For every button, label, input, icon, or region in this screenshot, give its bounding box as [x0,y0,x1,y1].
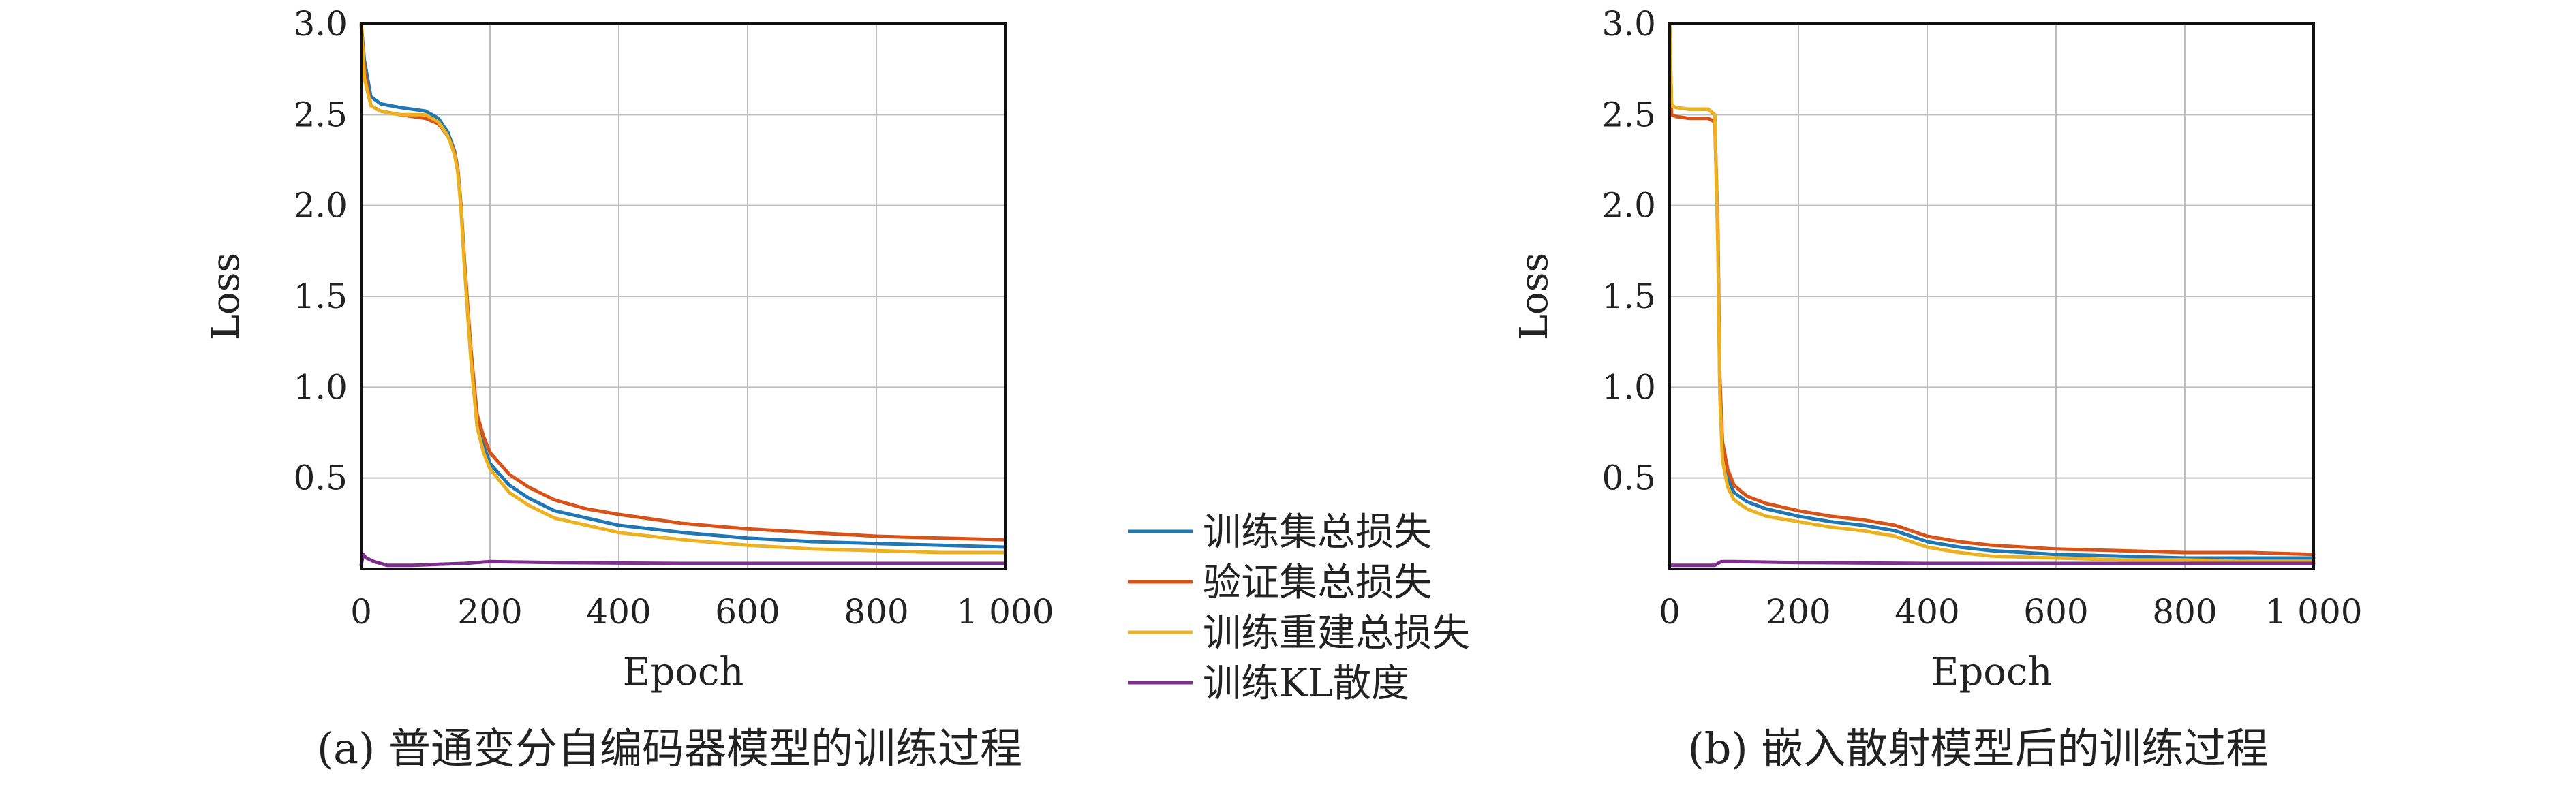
y-tick-label-a-2: 1.5 [293,277,348,316]
series-line-b-1 [1668,22,2316,557]
y-tick-label-b-0: 0.5 [1601,459,1656,498]
caption-b: (b) 嵌入散射模型后的训练过程 [1688,724,2269,773]
y-axis-label-a: Loss [204,253,248,340]
series-layer-a [359,22,1007,568]
x-tick-label-b-2: 400 [1895,592,1959,632]
y-tick-label-b-5: 3.0 [1601,4,1656,44]
x-tick-label-b-1: 200 [1766,592,1830,632]
y-axis-label-b: Loss [1512,253,1557,340]
x-tick-label-a-0: 0 [350,592,372,632]
panel-a: 0 200 400 600 800 1 000 0.5 1.0 1.5 2.0 2.5 3.0 Epo… [204,4,1054,773]
plot-frame-a [360,22,1007,570]
legend-item-train-total: 训练集总损失 [1128,510,1432,555]
y-tick-label-b-4: 2.5 [1601,95,1656,134]
x-axis-label-b: Epoch [1931,650,2053,694]
legend-item-train-kl: 训练KL散度 [1128,662,1409,706]
series-line-a-0 [359,22,1007,549]
grid-a [361,24,1005,569]
series-layer-b [1668,22,2316,568]
legend-label: 训练集总损失 [1203,510,1432,555]
legend-label: 验证集总损失 [1203,561,1432,605]
legend-label: 训练重建总损失 [1203,611,1470,655]
legend: 训练集总损失 验证集总损失 训练重建总损失 训练KL散度 [1128,510,1470,706]
x-tick-label-a-3: 600 [715,592,780,632]
grid-b [1670,24,2314,569]
y-tick-label-b-3: 2.0 [1601,186,1656,226]
y-tick-label-a-5: 3.0 [293,4,348,44]
x-tick-label-a-2: 400 [586,592,651,632]
x-tick-label-b-3: 600 [2023,592,2088,632]
x-tick-label-a-1: 200 [457,592,522,632]
y-tick-label-a-1: 1.0 [293,367,348,407]
series-line-b-2 [1668,22,2316,563]
x-tick-label-b-0: 0 [1659,592,1681,632]
series-line-a-1 [359,22,1007,542]
y-tick-label-a-4: 2.5 [293,95,348,134]
legend-item-train-recon: 训练重建总损失 [1128,611,1470,655]
caption-a: (a) 普通变分自编码器模型的训练过程 [317,724,1022,773]
plot-frame-b [1668,22,2315,570]
legend-item-val-total: 验证集总损失 [1128,561,1432,605]
y-tick-label-b-1: 1.0 [1601,367,1656,407]
x-tick-label-a-5: 1 000 [956,592,1054,632]
legend-label: 训练KL散度 [1203,662,1409,706]
series-line-b-3 [1668,559,2316,568]
series-line-a-3 [359,553,1007,568]
tick-labels-b: 0 200 400 600 800 1 000 0.5 1.0 1.5 2.0 2.5 3.0 [1601,4,2362,632]
panel-b: 0 200 400 600 800 1 000 0.5 1.0 1.5 2.0 2.5 3.0 Epo… [1512,4,2363,773]
x-axis-label-a: Epoch [623,650,744,694]
x-tick-label-a-4: 800 [844,592,908,632]
x-tick-label-b-5: 1 000 [2265,592,2362,632]
tick-labels-a: 0 200 400 600 800 1 000 0.5 1.0 1.5 2.0 2.5 3.0 [293,4,1054,632]
y-tick-label-b-2: 1.5 [1601,277,1656,316]
series-line-a-2 [359,22,1007,555]
y-tick-label-a-3: 2.0 [293,186,348,226]
y-tick-label-a-0: 0.5 [293,459,348,498]
x-tick-label-b-4: 800 [2152,592,2217,632]
